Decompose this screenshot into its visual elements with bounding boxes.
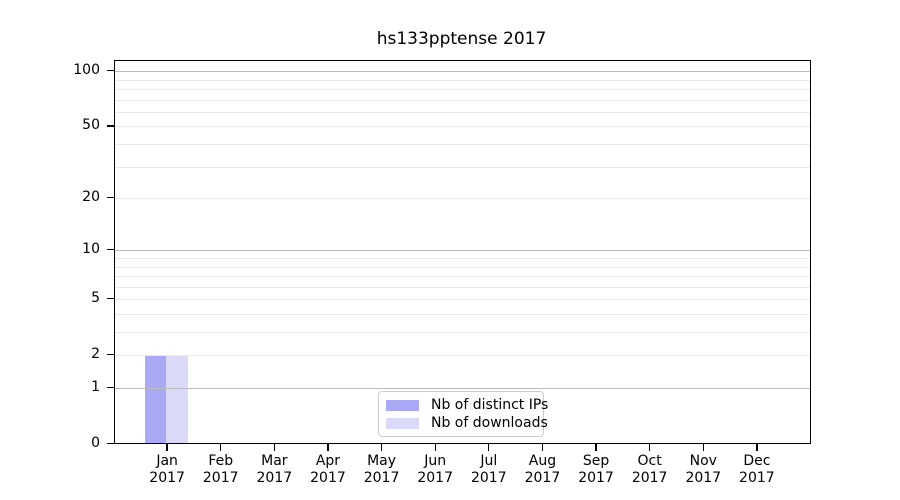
x-tick-month: Dec	[743, 453, 771, 469]
x-tick-label: Oct 2017	[614, 453, 686, 487]
bar-distinct-ips	[144, 355, 167, 443]
x-tick-year: 2017	[739, 470, 775, 486]
x-tick-year: 2017	[524, 470, 561, 486]
y-tick-mark	[106, 196, 114, 199]
x-tick-mark	[488, 443, 490, 451]
x-tick-label: Nov 2017	[667, 453, 739, 487]
x-tick-label: Jun 2017	[399, 453, 471, 487]
y-tick-label: 10	[82, 241, 100, 258]
y-tick-mark	[106, 70, 114, 72]
legend-label: Nb of distinct IPs	[431, 397, 549, 414]
y-gridline-minor	[114, 79, 810, 81]
x-tick-mark	[327, 443, 329, 451]
y-gridline-minor	[114, 166, 810, 168]
x-tick-label: Jan 2017	[131, 453, 203, 487]
x-tick-mark	[434, 443, 436, 451]
bar-downloads	[166, 355, 188, 443]
x-tick-mark	[380, 443, 383, 451]
x-tick-month: Sep	[582, 453, 610, 469]
y-tick-label: 20	[82, 189, 100, 206]
plot-inner	[114, 61, 810, 443]
y-gridline-minor	[114, 286, 810, 288]
x-tick-month: Mar	[261, 453, 288, 469]
x-tick-label: Apr 2017	[292, 453, 364, 487]
x-tick-month: Oct	[637, 453, 662, 469]
chart-title: hs133pptense 2017	[376, 29, 547, 49]
legend-label: Nb of downloads	[431, 414, 548, 431]
x-tick-label: Jul 2017	[453, 453, 525, 487]
y-gridline-minor	[114, 89, 810, 91]
y-tick-label: 2	[91, 346, 100, 363]
x-tick-year: 2017	[149, 470, 185, 486]
legend-row: Nb of distinct IPs	[386, 397, 548, 414]
x-tick-year: 2017	[202, 470, 239, 486]
y-gridline-minor	[114, 111, 810, 113]
x-tick-month: Jan	[156, 453, 178, 469]
legend-row: Nb of downloads	[386, 415, 548, 432]
x-tick-month: Jul	[480, 453, 498, 469]
y-gridline-minor	[114, 299, 810, 301]
y-gridline-major	[114, 250, 810, 252]
x-tick-mark	[595, 443, 597, 451]
y-tick-label: 5	[91, 290, 100, 307]
y-tick-mark	[106, 249, 114, 251]
y-gridline-minor	[114, 198, 810, 200]
y-tick-label: 1	[91, 379, 100, 395]
y-gridline-minor	[114, 355, 810, 357]
x-tick-month: Apr	[315, 453, 341, 469]
gridlines-layer	[114, 61, 810, 443]
x-tick-year: 2017	[417, 470, 453, 486]
x-tick-mark	[702, 443, 704, 451]
x-tick-label: Aug 2017	[506, 453, 578, 487]
y-tick-mark	[106, 354, 114, 356]
x-tick-mark	[220, 443, 222, 451]
y-gridline-major	[114, 71, 810, 73]
bars-layer	[115, 61, 810, 443]
x-tick-label: Mar 2017	[238, 453, 310, 487]
y-gridline-minor	[114, 313, 810, 315]
y-tick-mark	[106, 125, 114, 127]
x-tick-year: 2017	[578, 470, 614, 486]
x-tick-label: May 2017	[346, 453, 418, 487]
y-tick-label: 0	[91, 435, 100, 451]
y-gridline-minor	[114, 144, 810, 146]
x-tick-year: 2017	[310, 470, 346, 486]
plot-area	[113, 60, 811, 444]
x-tick-month: Aug	[528, 453, 557, 469]
x-tick-month: Jun	[424, 453, 447, 469]
x-tick-year: 2017	[363, 470, 400, 486]
y-tick-mark	[106, 298, 114, 300]
x-tick-year: 2017	[470, 470, 507, 486]
x-tick-month: May	[367, 453, 397, 469]
x-tick-month: Nov	[689, 453, 717, 469]
y-gridline-minor	[114, 126, 810, 128]
x-tick-month: Feb	[208, 453, 234, 469]
y-tick-mark	[106, 442, 114, 445]
x-tick-mark	[649, 443, 651, 451]
x-tick-mark	[273, 443, 275, 451]
x-tick-mark	[166, 443, 168, 451]
y-tick-mark	[106, 386, 114, 389]
y-gridline-minor	[114, 332, 810, 334]
x-tick-mark	[541, 443, 544, 451]
legend-swatch-distinct-ips	[386, 400, 419, 412]
y-gridline-minor	[114, 266, 810, 268]
y-gridline-minor	[114, 276, 810, 278]
x-tick-mark	[756, 443, 758, 451]
y-gridline-minor	[114, 258, 810, 259]
y-gridline-major	[114, 388, 810, 389]
x-tick-label: Feb 2017	[185, 453, 257, 487]
x-tick-year: 2017	[685, 470, 722, 486]
y-tick-label: 100	[73, 62, 100, 79]
x-tick-label: Dec 2017	[721, 453, 793, 487]
x-tick-year: 2017	[256, 470, 293, 486]
legend: Nb of distinct IPs Nb of downloads	[378, 391, 548, 437]
x-tick-year: 2017	[631, 470, 668, 486]
y-tick-label: 50	[82, 117, 100, 134]
legend-swatch-downloads	[386, 417, 419, 429]
y-gridline-minor	[114, 99, 810, 101]
x-tick-label: Sep 2017	[560, 453, 632, 487]
